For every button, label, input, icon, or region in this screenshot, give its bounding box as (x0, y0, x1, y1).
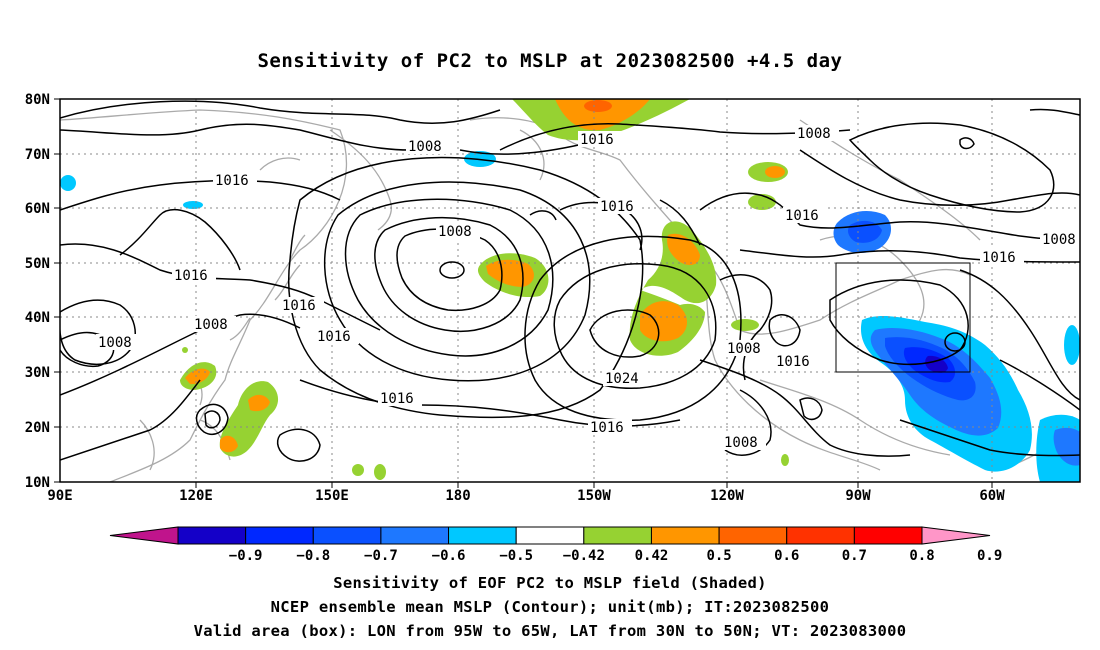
contour-label: 1008 (725, 340, 769, 357)
svg-text:1016: 1016 (174, 268, 208, 284)
contour-label: 1016 (280, 297, 324, 314)
colorbar-tick-label: −0.42 (563, 548, 605, 564)
svg-text:1016: 1016 (215, 173, 249, 189)
colorbar: −0.9 −0.8 −0.7 −0.6 −0.5 −0.42 0.42 0.5 0.6 0.7 0.… (109, 526, 1002, 564)
map-title: Sensitivity of PC2 to MSLP at 2023082500… (257, 50, 843, 72)
lon-axis: 90E 120E 150E 180 150W 120W 90W 60W (47, 482, 1005, 504)
svg-text:1016: 1016 (580, 132, 614, 148)
contour-label: 1016 (774, 353, 818, 370)
contour-label: 1016 (578, 131, 622, 148)
svg-text:1016: 1016 (982, 250, 1016, 266)
lon-label: 150W (577, 488, 611, 504)
svg-text:1008: 1008 (438, 224, 472, 240)
lat-axis: 80N 70N 60N 50N 40N 30N 20N 10N (25, 92, 60, 491)
svg-text:1008: 1008 (194, 317, 228, 333)
colorbar-box (650, 526, 720, 545)
svg-text:1016: 1016 (600, 199, 634, 215)
lon-label: 120E (179, 488, 213, 504)
colorbar-tick-label: 0.8 (909, 548, 934, 564)
lat-label: 40N (25, 310, 50, 326)
positive-sensitivity-shading (180, 99, 789, 480)
lat-label: 80N (25, 92, 50, 108)
contour-label: 1008 (96, 334, 140, 351)
colorbar-right-triangle (921, 526, 991, 545)
plot-frame (59, 98, 1081, 483)
plot-area: 1008 1016 1016 1008 1016 1008 1016 1016 … (60, 99, 1080, 482)
colorbar-box (786, 526, 855, 545)
colorbar-box (380, 526, 450, 545)
contour-label: 1008 (436, 223, 480, 240)
lat-label: 60N (25, 201, 50, 217)
contour-label: 1008 (192, 316, 236, 333)
caption-line-1: Sensitivity of EOF PC2 to MSLP field (Sh… (333, 574, 767, 592)
colorbar-left-triangle (109, 526, 179, 545)
svg-text:1008: 1008 (408, 139, 442, 155)
contour-label: 1024 (603, 370, 647, 387)
colorbar-tick-label: 0.7 (842, 548, 867, 564)
svg-text:1016: 1016 (590, 420, 624, 436)
svg-text:1016: 1016 (317, 329, 351, 345)
colorbar-box (583, 526, 652, 545)
svg-text:1008: 1008 (727, 341, 761, 357)
contour-label: 1008 (406, 138, 450, 155)
lon-label: 90E (47, 488, 72, 504)
colorbar-box (177, 526, 247, 545)
colorbar-box (245, 526, 314, 545)
contour-label: 1016 (783, 207, 827, 224)
colorbar-tick-label: 0.6 (774, 548, 799, 564)
colorbar-tick-label: −0.9 (229, 548, 263, 564)
svg-text:1016: 1016 (282, 298, 316, 314)
colorbar-box (515, 526, 585, 545)
negative-sensitivity-shading (60, 151, 1080, 482)
svg-text:1008: 1008 (724, 435, 758, 451)
colorbar-tick-label: 0.5 (706, 548, 731, 564)
svg-text:1024: 1024 (605, 371, 639, 387)
contour-labels: 1008 1016 1016 1008 1016 1008 1016 1016 … (96, 125, 1080, 451)
contour-label: 1016 (315, 328, 359, 345)
contour-label: 1016 (588, 419, 632, 436)
colorbar-tick-label: −0.7 (364, 548, 398, 564)
svg-text:1016: 1016 (776, 354, 810, 370)
caption-line-3: Valid area (box): LON from 95W to 65W, L… (193, 622, 907, 640)
lon-label: 180 (445, 488, 470, 504)
valid-area-box (835, 262, 971, 373)
contour-label: 1016 (598, 198, 642, 215)
contour-label: 1008 (1040, 231, 1080, 248)
svg-text:1016: 1016 (785, 208, 819, 224)
contour-label: 1016 (172, 267, 216, 284)
lon-label: 60W (979, 488, 1005, 504)
colorbar-tick-label: −0.8 (296, 548, 330, 564)
lat-label: 20N (25, 420, 50, 436)
svg-text:1008: 1008 (1042, 232, 1076, 248)
contour-label: 1008 (722, 434, 766, 451)
lat-label: 50N (25, 256, 50, 272)
colorbar-box (853, 526, 923, 545)
contour-label: 1016 (213, 172, 257, 189)
colorbar-tick-label: 0.42 (635, 548, 669, 564)
lon-label: 150E (315, 488, 349, 504)
svg-text:1016: 1016 (380, 391, 414, 407)
colorbar-box (312, 526, 382, 545)
colorbar-tick-label: −0.5 (499, 548, 533, 564)
contour-label: 1016 (378, 390, 422, 407)
lat-label: 10N (25, 475, 50, 491)
lon-label: 120W (710, 488, 744, 504)
svg-text:1008: 1008 (797, 126, 831, 142)
colorbar-box (718, 526, 788, 545)
lon-label: 90W (845, 488, 871, 504)
contour-label: 1008 (795, 125, 839, 142)
lat-label: 30N (25, 365, 50, 381)
svg-text:1008: 1008 (98, 335, 132, 351)
lat-label: 70N (25, 147, 50, 163)
colorbar-tick-label: 0.9 (977, 548, 1002, 564)
colorbar-tick-label: −0.6 (432, 548, 466, 564)
colorbar-box (448, 526, 517, 545)
caption-line-2: NCEP ensemble mean MSLP (Contour); unit(… (270, 598, 830, 616)
contour-label: 1016 (980, 249, 1024, 266)
